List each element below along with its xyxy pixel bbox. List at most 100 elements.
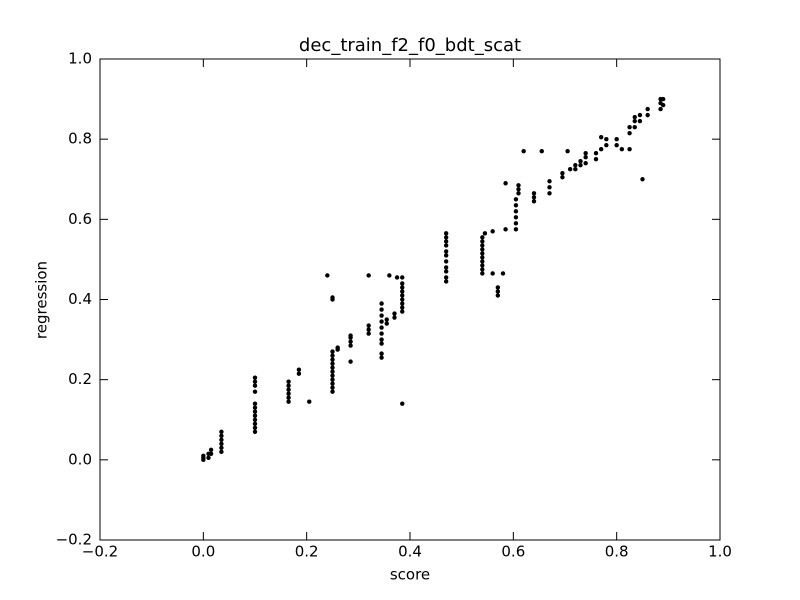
scatter-point xyxy=(325,273,330,278)
scatter-point xyxy=(443,249,449,254)
scatter-point xyxy=(330,295,335,300)
scatter-point xyxy=(252,405,258,410)
scatter-point xyxy=(206,455,211,461)
scatter-point xyxy=(219,449,224,455)
scatter-point xyxy=(400,305,405,310)
x-tick-label: 0.8 xyxy=(605,543,629,561)
scatter-point xyxy=(400,309,405,314)
scatter-point xyxy=(286,383,291,388)
scatter-point xyxy=(379,351,384,356)
scatter-point xyxy=(330,349,335,354)
scatter-point xyxy=(252,413,258,418)
y-tick-label: 0.4 xyxy=(68,290,92,308)
scatter-point xyxy=(516,183,521,188)
scatter-point xyxy=(379,337,384,342)
scatter-point xyxy=(632,118,637,124)
scatter-point xyxy=(330,381,335,386)
scatter-point xyxy=(480,247,485,252)
scatter-point xyxy=(480,239,485,244)
scatter-point xyxy=(604,142,609,148)
scatter-point xyxy=(627,146,632,152)
scatter-point xyxy=(387,273,392,278)
scatter-point xyxy=(583,161,588,166)
scatter-point xyxy=(384,317,389,322)
scatter-point xyxy=(400,285,405,290)
scatter-point xyxy=(598,146,604,152)
scatter-point xyxy=(443,279,449,284)
scatter-point xyxy=(480,267,485,272)
scatter-point xyxy=(379,313,384,318)
chart-title: dec_train_f2_f0_bdt_scat xyxy=(299,35,521,56)
scatter-point xyxy=(219,429,224,434)
scatter-point xyxy=(208,447,214,453)
scatter-point xyxy=(443,231,449,236)
scatter-point xyxy=(379,355,384,360)
scatter-point xyxy=(480,251,485,256)
scatter-point xyxy=(400,289,405,294)
scatter-point xyxy=(516,187,521,192)
scatter-point xyxy=(392,311,397,316)
scatter-point xyxy=(366,327,371,332)
scatter-point xyxy=(366,331,371,336)
scatter-point xyxy=(252,409,258,414)
scatter-point xyxy=(252,379,258,384)
scatter-point xyxy=(392,315,397,320)
scatter-point xyxy=(252,401,258,406)
scatter-point xyxy=(286,399,291,404)
scatter-point xyxy=(547,179,552,184)
scatter-point xyxy=(480,255,485,260)
scatter-point xyxy=(252,389,258,394)
scatter-point xyxy=(531,199,537,204)
scatter-point xyxy=(330,385,335,390)
scatter-point xyxy=(219,441,224,446)
scatter-point xyxy=(252,375,258,380)
scatter-point xyxy=(219,433,224,438)
scatter-point xyxy=(627,130,632,136)
scatter-point xyxy=(252,425,258,430)
scatter-point xyxy=(330,369,335,374)
scatter-point xyxy=(640,177,645,182)
scatter-point xyxy=(366,323,371,328)
scatter-point xyxy=(632,114,637,120)
scatter-point xyxy=(348,339,353,344)
scatter-point xyxy=(645,112,650,118)
x-tick-label: 1.0 xyxy=(708,543,732,561)
scatter-point xyxy=(513,197,519,202)
scatter-point xyxy=(516,191,521,196)
scatter-point xyxy=(379,307,384,312)
plot-frame xyxy=(99,58,721,541)
x-tick-label: 0.4 xyxy=(398,543,422,561)
scatter-point xyxy=(443,259,449,264)
scatter-point xyxy=(400,275,405,280)
scatter-point xyxy=(480,235,485,240)
scatter-point xyxy=(379,331,384,336)
scatter-point xyxy=(627,124,632,130)
scatter-point xyxy=(379,301,384,306)
y-tick-label: 0.8 xyxy=(68,130,92,148)
scatter-point xyxy=(637,112,643,118)
scatter-point xyxy=(330,361,335,366)
scatter-point xyxy=(567,167,573,172)
scatter-point xyxy=(296,367,302,372)
scatter-point xyxy=(252,429,258,434)
scatter-point xyxy=(443,275,449,280)
scatter-point xyxy=(252,417,258,422)
scatter-point xyxy=(573,167,578,172)
scatter-point xyxy=(495,289,501,294)
scatter-point xyxy=(573,163,578,168)
scatter-point xyxy=(658,106,663,112)
scatter-point xyxy=(201,453,206,459)
scatter-point xyxy=(632,124,637,130)
scatter-point xyxy=(480,271,485,276)
x-tick-label: −0.2 xyxy=(82,543,118,561)
scatter-point xyxy=(513,227,519,232)
x-tick-label: 0.2 xyxy=(295,543,319,561)
scatter-point xyxy=(604,136,609,142)
scatter-point xyxy=(400,293,405,298)
scatter-point xyxy=(348,343,353,348)
scatter-point xyxy=(480,243,485,248)
scatter-point xyxy=(495,293,501,298)
scatter-point xyxy=(219,445,224,451)
